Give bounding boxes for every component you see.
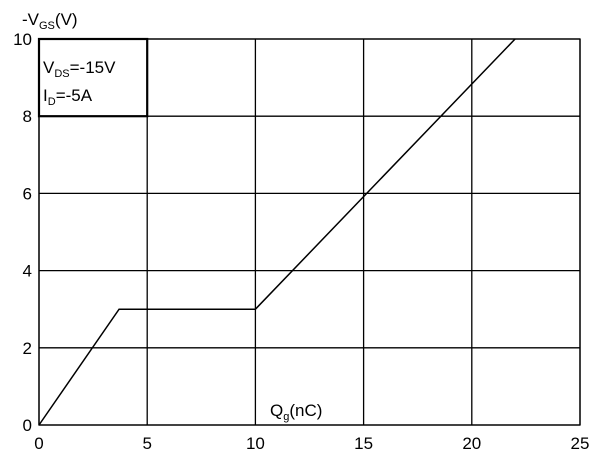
y-tick-label: 4: [23, 262, 32, 281]
x-tick-label: 20: [462, 434, 481, 453]
x-tick-label: 15: [354, 434, 373, 453]
x-tick-label: 25: [571, 434, 590, 453]
x-tick-label: 0: [34, 434, 43, 453]
y-axis-title: -VGS(V): [22, 10, 78, 32]
y-tick-label: 8: [23, 107, 32, 126]
y-tick-label: 2: [23, 339, 32, 358]
y-tick-label: 10: [13, 30, 32, 49]
y-tick-label: 6: [23, 184, 32, 203]
vds-condition-label: VDS=-15V: [43, 58, 116, 80]
plot-frame: [38, 38, 581, 426]
x-tick-label: 10: [246, 434, 265, 453]
x-axis-title: Qg(nC): [270, 401, 322, 423]
series-layer: [38, 38, 516, 426]
gate-charge-curve-0: [38, 38, 516, 426]
test-conditions-box: [37, 37, 149, 118]
y-tick-label: 0: [23, 416, 32, 435]
id-condition-label: ID=-5A: [43, 86, 93, 108]
x-tick-label: 5: [142, 434, 151, 453]
tick-labels: 0 5 10 15 20 25 0 2 4 6 8 10: [13, 30, 589, 453]
